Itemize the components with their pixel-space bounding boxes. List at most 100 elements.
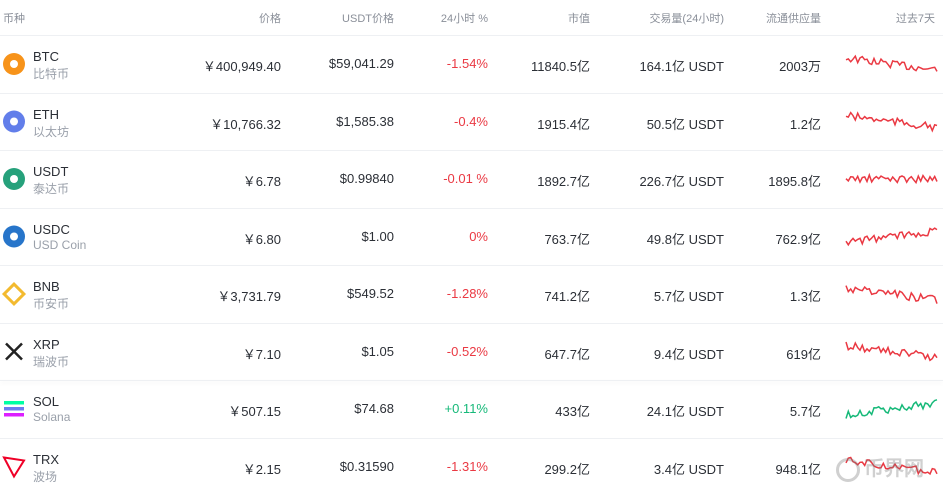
coin-symbol: XRP [33,336,60,352]
cell-4: -1.54% [446,56,488,71]
cell-5: 763.7亿 [544,231,590,247]
header-cell: 价格 [259,13,281,25]
coin-icon [5,342,23,361]
sparkline [845,172,938,185]
cell-4: -1.28% [446,286,488,301]
sparkline [845,111,938,133]
cell-7: 1.2亿 [789,116,821,132]
cell-7: 948.1亿 [775,461,821,477]
watermark: 币界网 [836,452,924,482]
coin-name: 瑞波币 [33,354,70,369]
cell-5: 433亿 [555,404,590,419]
row-separator [0,265,943,266]
coin-icon-inner [10,232,18,241]
sparkline [845,54,938,72]
header-cell: 市值 [568,13,590,25]
coin-symbol: TRX [33,451,59,467]
coin-name: 币安币 [33,297,70,311]
coin-icon-inner [10,117,18,126]
coin-icon [4,401,24,405]
cell-6: 226.7亿 USDT [639,174,724,189]
row-separator [0,92,943,94]
sparkline [845,341,938,362]
header-cell: 币种 [3,13,25,25]
cell-2: ￥2.15 [242,461,281,477]
cell-6: 50.5亿 USDT [646,116,724,132]
cell-3: $1,585.38 [336,113,394,129]
cell-3: $1.00 [361,228,394,244]
header-cell: USDT价格 [342,13,394,25]
cell-5: 1915.4亿 [537,116,590,132]
coin-symbol: SOL [33,394,60,409]
row-separator [0,150,943,151]
coin-name: USD Coin [33,237,87,252]
sparkline [845,399,938,419]
coin-name: 波场 [33,469,58,484]
cell-2: ￥3,731.79 [217,289,281,304]
cell-7: 619亿 [786,346,821,362]
cell-6: 24.1亿 USDT [646,404,724,419]
cell-6: 164.1亿 USDT [639,59,724,74]
row-separator [0,35,943,36]
cell-2: ￥10,766.32 [210,116,281,132]
cell-4: -0.52% [446,343,488,359]
coin-symbol: USDC [33,221,70,237]
cell-5: 647.7亿 [544,346,590,362]
coin-name: 以太坊 [33,124,70,139]
coin-icon [4,407,24,411]
coin-name: 比特币 [33,67,70,81]
cell-3: $59,041.29 [328,56,394,71]
sparkline [845,456,938,476]
coin-symbol: USDT [33,164,69,179]
header-cell: 交易量(24小时) [649,13,724,25]
cell-6: 9.4亿 USDT [653,346,724,362]
cell-6: 3.4亿 USDT [653,461,724,477]
header-cell: 过去7天 [895,13,935,25]
cell-2: ￥7.10 [242,346,281,362]
coin-icon [1,281,27,307]
cell-3: $74.68 [354,401,394,416]
cell-2: ￥507.15 [228,404,281,419]
watermark-text: 币界网 [864,458,924,480]
cell-5: 299.2亿 [544,461,590,477]
sparkline [845,285,938,304]
row-separator [0,380,943,381]
coin-icon-inner [10,175,18,183]
watermark-logo [836,457,860,482]
cell-7: 1.3亿 [789,289,821,304]
cell-2: ￥6.80 [242,231,281,247]
header-cell: 24小时 % [440,13,488,25]
cell-4: +0.11% [444,401,489,416]
coin-symbol: ETH [33,106,59,122]
cell-4: -0.4% [454,113,488,129]
cell-7: 5.7亿 [789,404,821,419]
coin-name: 泰达币 [33,182,70,196]
coin-icon-inner [10,60,18,68]
cell-4: -1.31% [446,458,488,474]
cell-5: 1892.7亿 [537,174,590,189]
cell-3: $1.05 [361,343,394,359]
cell-6: 5.7亿 USDT [653,289,724,304]
cell-4: 0% [469,228,488,244]
row-separator [0,322,943,324]
cell-3: $549.52 [347,286,394,301]
cell-5: 741.2亿 [544,289,590,304]
coin-symbol: BNB [33,279,60,294]
cell-2: ￥400,949.40 [202,59,281,74]
cell-7: 2003万 [779,59,821,74]
cell-3: $0.99840 [339,171,394,186]
cell-6: 49.8亿 USDT [646,231,724,247]
cell-4: -0.01 % [443,171,488,186]
coin-icon [2,456,26,479]
coin-icon [4,413,24,417]
cell-7: 762.9亿 [775,231,821,247]
row-separator [0,437,943,439]
sparkline [845,227,938,247]
header-cell: 流通供应量 [766,13,821,25]
row-separator [0,207,943,209]
cell-2: ￥6.78 [242,174,281,189]
cell-3: $0.31590 [339,458,394,474]
coin-symbol: BTC [33,49,59,64]
